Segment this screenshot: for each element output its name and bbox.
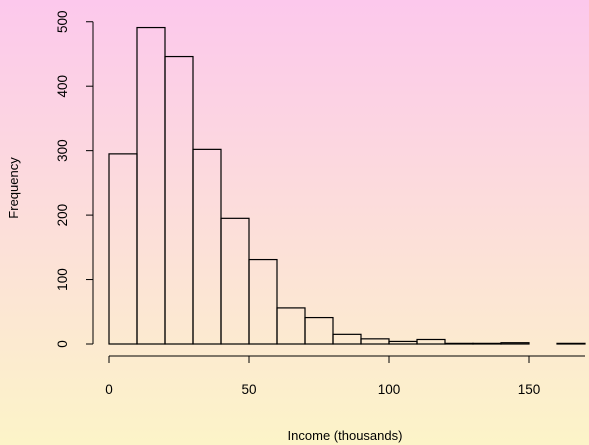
y-tick-label-0: 0	[55, 340, 70, 348]
y-axis-label: Frequency	[6, 157, 21, 219]
y-tick-label-400: 400	[55, 75, 70, 98]
x-axis: 0 50 100 150	[105, 355, 585, 397]
y-tick-label-100: 100	[55, 268, 70, 291]
histogram-bar-130-140	[472, 342, 502, 345]
y-tick-label-200: 200	[55, 204, 70, 227]
bars-layer	[108, 26, 586, 345]
histogram-bar-70-80	[304, 316, 334, 345]
histogram-bar-140-150	[500, 342, 530, 345]
y-axis: 0 100 200 300 400 500	[55, 10, 94, 348]
x-tick-label-100: 100	[378, 382, 401, 397]
x-tick-label-0: 0	[105, 382, 113, 397]
x-axis-label: Income (thousands)	[288, 428, 403, 443]
histogram-bar-110-120	[416, 338, 446, 345]
histogram-bar-50-60	[248, 258, 278, 345]
y-tick-label-500: 500	[55, 10, 70, 33]
x-tick-label-150: 150	[518, 382, 541, 397]
x-tick-label-50: 50	[241, 382, 256, 397]
histogram-bar-120-130	[444, 342, 474, 345]
y-tick-label-300: 300	[55, 139, 70, 162]
histogram-bar-160-170	[556, 342, 586, 345]
